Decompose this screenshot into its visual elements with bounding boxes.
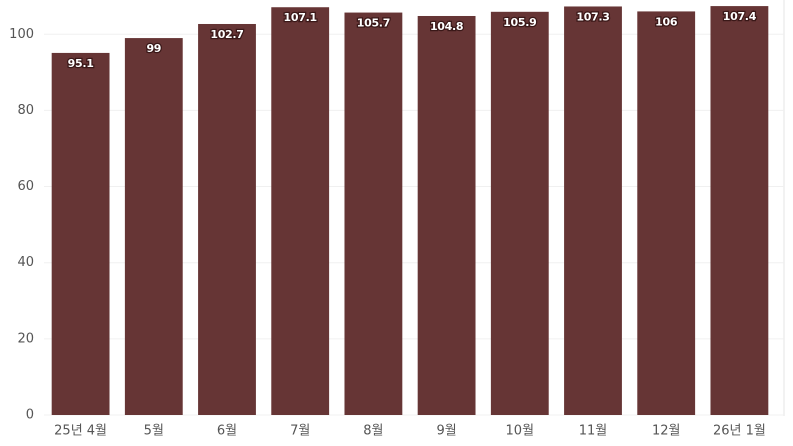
bar	[124, 38, 183, 415]
bar	[710, 6, 769, 416]
value-label: 99	[146, 42, 161, 55]
value-label: 105.9	[503, 16, 536, 29]
x-tick-label: 11월	[579, 424, 608, 439]
x-tick-label: 5월	[144, 424, 164, 439]
value-label: 104.8	[430, 20, 463, 33]
value-label: 102.7	[210, 28, 243, 41]
x-tick-label: 8월	[363, 424, 383, 439]
x-tick-label: 25년 4월	[54, 424, 107, 439]
bar	[637, 11, 696, 415]
value-label: 95.1	[68, 57, 94, 70]
value-label: 105.7	[357, 17, 390, 30]
value-label: 106	[655, 15, 678, 28]
bar	[417, 15, 476, 416]
bar	[271, 7, 330, 415]
x-tick-label: 10월	[506, 424, 535, 439]
value-label: 107.4	[723, 10, 757, 23]
x-tick-label: 26년 1월	[713, 424, 766, 439]
bar	[344, 12, 403, 416]
y-tick-label: 0	[26, 408, 34, 423]
x-tick-label: 12월	[652, 424, 681, 439]
x-tick-label: 6월	[217, 424, 237, 439]
bar	[51, 52, 110, 415]
value-label: 107.3	[576, 10, 609, 23]
bar	[198, 23, 256, 416]
y-tick-label: 60	[17, 179, 34, 194]
y-tick-label: 80	[17, 103, 34, 118]
bar	[564, 6, 622, 416]
bar	[490, 11, 549, 415]
value-label: 107.1	[284, 11, 317, 24]
y-tick-label: 20	[17, 331, 34, 346]
y-tick-label: 40	[17, 255, 34, 270]
x-tick-label: 9월	[436, 424, 456, 439]
y-tick-label: 100	[9, 27, 34, 42]
x-tick-label: 7월	[290, 424, 310, 439]
